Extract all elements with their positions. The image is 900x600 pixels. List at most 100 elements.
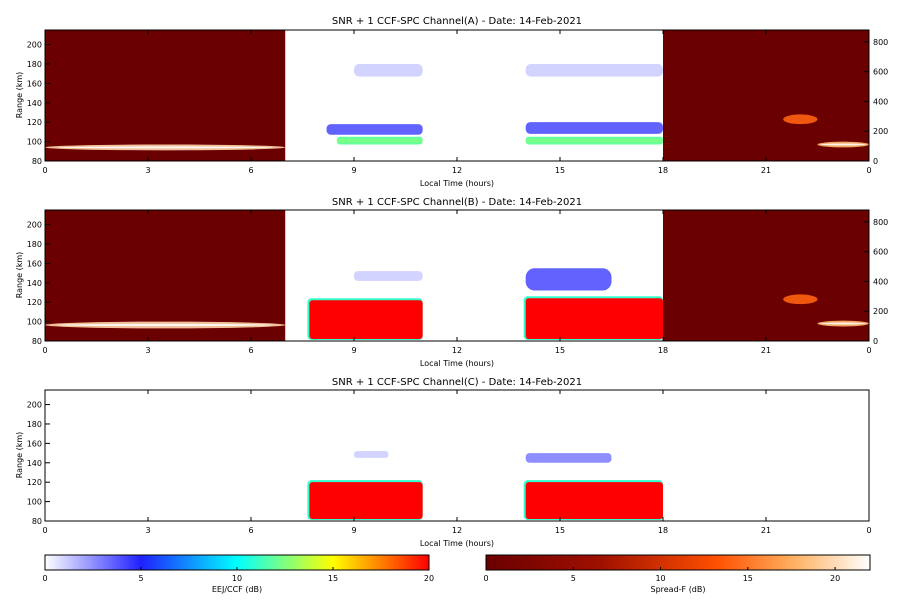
y-tick-label: 160 xyxy=(27,259,42,268)
x-axis-label: Local Time (hours) xyxy=(420,179,494,188)
y-tick-label: 160 xyxy=(27,79,42,88)
x-axis: 0 3 6 9 12 15 18 21 0 xyxy=(42,30,872,175)
panel-title: SNR + 1 CCF-SPC Channel(C) - Date: 14-Fe… xyxy=(332,377,582,388)
colorbar-tick-label: 20 xyxy=(830,574,840,583)
y-tick-label: 140 xyxy=(27,279,42,288)
y2-tick-label: 400 xyxy=(873,97,888,106)
spread-f-echo xyxy=(783,294,818,305)
plot-area xyxy=(45,210,869,341)
echo-band xyxy=(525,268,612,291)
x-tick-label: 3 xyxy=(145,166,150,175)
x-tick-label: 9 xyxy=(351,526,356,535)
y2-tick-label: 800 xyxy=(873,218,888,227)
spread-f-core xyxy=(57,323,274,327)
y-tick-label: 180 xyxy=(27,420,42,429)
segment-background xyxy=(663,30,869,161)
x-tick-label: 12 xyxy=(452,166,462,175)
plot-area xyxy=(45,30,869,161)
x-tick-label: 0 xyxy=(866,346,871,355)
colorbar-tick-label: 20 xyxy=(424,574,434,583)
x-tick-label: 0 xyxy=(866,526,871,535)
echo-band xyxy=(354,63,423,77)
colorbar-tick-label: 15 xyxy=(328,574,338,583)
x-tick-label: 0 xyxy=(42,526,47,535)
y-tick-label: 100 xyxy=(27,138,42,147)
colorbar-spread-f: 0 5 10 15 20 Spread-F (dB) xyxy=(483,554,871,594)
colorbar-ticks: 0 5 10 15 20 xyxy=(483,567,840,583)
x-tick-label: 21 xyxy=(761,526,771,535)
segment-background xyxy=(45,30,286,161)
y2-tick-label: 600 xyxy=(873,248,888,257)
x-tick-label: 0 xyxy=(42,166,47,175)
y-tick-label: 160 xyxy=(27,439,42,448)
y-tick-label: 200 xyxy=(27,221,42,230)
x-axis: 0 3 6 9 12 15 18 21 0 xyxy=(42,210,872,355)
x-axis-label: Local Time (hours) xyxy=(420,539,494,548)
x-tick-label: 3 xyxy=(145,526,150,535)
echo-band xyxy=(354,451,389,458)
colorbar-tick-label: 15 xyxy=(743,574,753,583)
y-axis-label: Range (km) xyxy=(15,432,24,479)
x-tick-label: 15 xyxy=(555,526,565,535)
spread-f-core xyxy=(820,143,867,146)
echo-band xyxy=(354,271,423,281)
x-axis-label: Local Time (hours) xyxy=(420,359,494,368)
echo-band-core xyxy=(525,139,663,143)
y-axis: 80 100 120 140 160 180 200 xyxy=(27,221,50,346)
panel-channel-c: SNR + 1 CCF-SPC Channel(C) - Date: 14-Fe… xyxy=(15,377,872,548)
echo-region xyxy=(309,482,423,520)
y-tick-label: 80 xyxy=(32,157,42,166)
x-tick-label: 15 xyxy=(555,346,565,355)
x-tick-label: 18 xyxy=(658,346,668,355)
y-tick-label: 100 xyxy=(27,318,42,327)
colorbar-tick-label: 0 xyxy=(483,574,488,583)
y2-tick-label: 800 xyxy=(873,38,888,47)
colorbar-ticks: 0 5 10 15 20 xyxy=(42,567,434,583)
colorbar-label: Spread-F (dB) xyxy=(650,585,705,594)
y-tick-label: 120 xyxy=(27,298,42,307)
y-tick-label: 80 xyxy=(32,517,42,526)
y2-tick-label: 0 xyxy=(873,337,878,346)
y-tick-label: 140 xyxy=(27,99,42,108)
y-axis-label: Range (km) xyxy=(15,252,24,299)
x-tick-label: 6 xyxy=(248,166,253,175)
colorbar-tick-label: 5 xyxy=(571,574,576,583)
y-tick-label: 140 xyxy=(27,459,42,468)
y-tick-label: 200 xyxy=(27,401,42,410)
plot-frame xyxy=(44,389,870,522)
colorbar-tick-label: 5 xyxy=(138,574,143,583)
y2-axis: 0 200 400 600 800 xyxy=(864,218,888,346)
echo-band xyxy=(525,63,663,77)
x-tick-label: 18 xyxy=(658,526,668,535)
echo-band xyxy=(525,122,663,134)
panel-channel-a: SNR + 1 CCF-SPC Channel(A) - Date: 14-Fe… xyxy=(15,16,888,188)
y-tick-label: 180 xyxy=(27,60,42,69)
echo-band xyxy=(525,453,612,463)
y-axis-label: Range (km) xyxy=(15,72,24,119)
y2-tick-label: 0 xyxy=(873,157,878,166)
y-tick-label: 200 xyxy=(27,41,42,50)
colorbar-eej-ccf: 0 5 10 15 20 EEJ/CCF (dB) xyxy=(42,554,434,594)
colorbar-gradient xyxy=(485,554,871,571)
y2-tick-label: 200 xyxy=(873,307,888,316)
y2-tick-label: 600 xyxy=(873,68,888,77)
panel-channel-b: SNR + 1 CCF-SPC Channel(B) - Date: 14-Fe… xyxy=(15,197,888,368)
x-tick-label: 18 xyxy=(658,166,668,175)
spread-f-echo xyxy=(783,114,818,125)
panel-title: SNR + 1 CCF-SPC Channel(A) - Date: 14-Fe… xyxy=(332,16,582,27)
x-tick-label: 6 xyxy=(248,526,253,535)
segment-background xyxy=(45,210,286,341)
y-tick-label: 100 xyxy=(27,498,42,507)
x-tick-label: 0 xyxy=(42,346,47,355)
y-axis: 80 100 120 140 160 180 200 xyxy=(27,41,50,166)
x-axis: 0 3 6 9 12 15 18 21 0 xyxy=(42,390,872,535)
colorbar-tick-label: 10 xyxy=(232,574,242,583)
colorbar-tick-label: 0 xyxy=(42,574,47,583)
echo-band-core xyxy=(336,139,423,143)
panel-title: SNR + 1 CCF-SPC Channel(B) - Date: 14-Fe… xyxy=(332,197,582,208)
x-tick-label: 6 xyxy=(248,346,253,355)
x-tick-label: 12 xyxy=(452,346,462,355)
x-tick-label: 21 xyxy=(761,166,771,175)
y-tick-label: 180 xyxy=(27,240,42,249)
spread-f-core xyxy=(57,146,274,149)
